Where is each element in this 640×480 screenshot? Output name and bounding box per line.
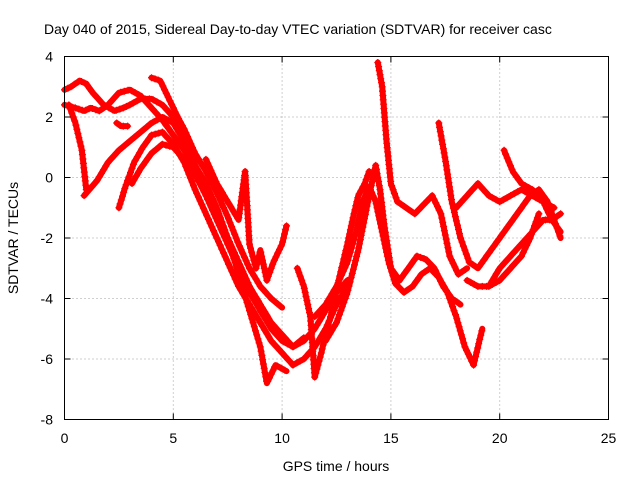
series-points [322,161,463,345]
series-points [61,78,308,350]
series-line [464,210,564,290]
series-points [374,59,469,278]
data-series-layer [61,59,565,387]
y-tick-label: -2 [41,230,54,246]
y-tick-label: 4 [45,49,53,65]
series-line [294,168,373,381]
x-tick-label: 5 [169,430,177,446]
series-points [500,146,563,234]
series-track-6 [115,128,351,369]
series-track-1 [61,86,290,387]
series-points [61,86,289,385]
series-points [485,210,543,290]
series-track-10 [293,168,373,381]
series-points [435,119,564,271]
series-track-2 [61,77,308,350]
x-axis-label: GPS time / hours [283,458,390,474]
series-track-8 [148,74,286,311]
series-track-14 [435,119,564,272]
series-track-13 [374,59,471,278]
y-tick-label: 0 [45,170,53,186]
series-track-4 [113,119,132,130]
x-tick-label: 10 [274,430,290,446]
series-points [148,74,284,310]
series-line [61,77,307,350]
y-tick-label: -6 [41,351,54,367]
series-track-18 [485,210,543,290]
series-points [202,155,290,284]
y-axis-label: SDTVAR / TECUs [5,182,21,294]
chart-title: Day 040 of 2015, Sidereal Day-to-day VTE… [44,21,552,37]
series-points [65,101,90,194]
series-track-7 [128,140,264,315]
series-line [61,86,290,387]
series-track-9 [202,155,290,284]
x-tick-label: 25 [601,430,617,446]
y-tick-label: -4 [41,291,54,307]
y-tick-label: -8 [41,412,54,428]
x-tick-label: 15 [383,430,399,446]
series-track-17 [500,146,564,235]
x-tick-label: 20 [492,430,508,446]
series-points [113,119,132,130]
y-tick-label: 2 [45,109,53,125]
series-points [128,140,264,315]
axis-ticks: 0 5 10 15 20 25 -8 -6 -4 -2 0 2 4 [41,49,617,447]
series-track-12 [322,161,464,345]
series-track-3 [65,101,90,194]
x-tick-label: 0 [61,430,69,446]
